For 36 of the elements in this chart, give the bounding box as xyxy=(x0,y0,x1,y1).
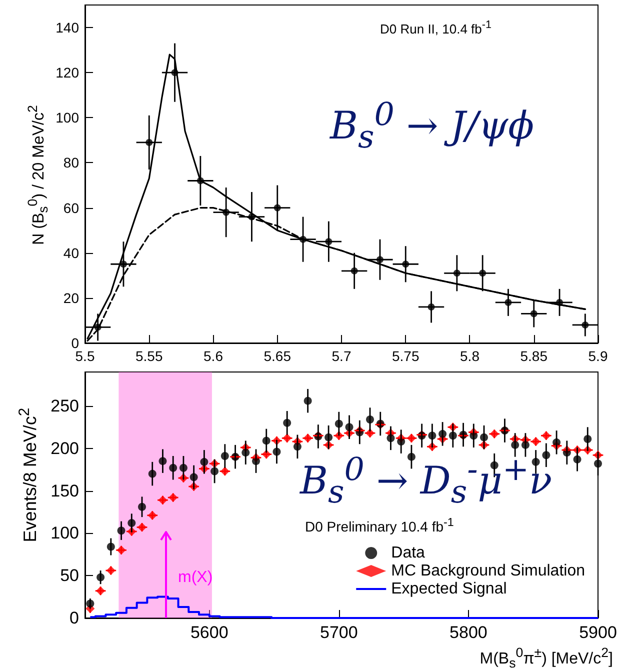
y-tick-label: 140 xyxy=(56,20,80,36)
x-tick-label: 5.8 xyxy=(460,348,480,364)
x-tick-label: 5600 xyxy=(190,623,228,642)
annotation: D0 Run II, 10.4 fb$^{-1}$ xyxy=(380,19,492,36)
x-tick-label: 5700 xyxy=(320,623,358,642)
annotation: B$_{s}$$^{0}$ → J/ψϕ xyxy=(330,97,534,156)
text: B$_{s}$$^{0}$ → D$_{s}$$^{-}$μ$^{+}$ν xyxy=(300,452,552,510)
y-tick-label: 200 xyxy=(50,438,79,458)
y-tick-label: 100 xyxy=(50,524,79,543)
x-tick-label: 5.75 xyxy=(392,348,420,364)
annotation: D0 Preliminary 10.4 fb$^{-1}$ xyxy=(305,516,454,535)
x-tick-label: 5.65 xyxy=(264,348,292,364)
x-tick-label: 5800 xyxy=(450,623,488,642)
legend-label: Data xyxy=(391,544,426,562)
y-tick-label: 120 xyxy=(56,64,80,81)
y-tick-label: 0 xyxy=(70,608,79,628)
y-tick-label: 150 xyxy=(50,481,79,500)
y-tick-label: 40 xyxy=(63,244,80,261)
x-tick-label: 5.85 xyxy=(520,348,548,364)
x-tick-label: 5.9 xyxy=(588,348,608,364)
y-tick-label: 60 xyxy=(63,200,80,216)
annotation: m(X) xyxy=(178,569,213,586)
y-tick-label: 100 xyxy=(56,110,80,126)
x-tick-label: 5.7 xyxy=(332,348,352,364)
legend-label: MC Background Simulation xyxy=(391,562,586,580)
x-tick-label: 5.5 xyxy=(75,348,95,364)
x-tick-label: 5.6 xyxy=(204,348,224,364)
x-axis-title: M(B$_{s}$$^{0}$π$^{±}$) [MeV/c$^{2}$] xyxy=(480,645,613,670)
y-tick-label: 250 xyxy=(50,396,79,416)
y-tick-label: 20 xyxy=(63,290,80,306)
y-tick-label: 0 xyxy=(71,335,80,351)
x-tick-label: 5.55 xyxy=(136,348,163,364)
y-tick-label: 80 xyxy=(63,154,80,171)
legend-label: Expected Signal xyxy=(391,580,507,598)
y-tick-label: 50 xyxy=(60,566,79,586)
x-tick-label: 5900 xyxy=(579,623,617,642)
